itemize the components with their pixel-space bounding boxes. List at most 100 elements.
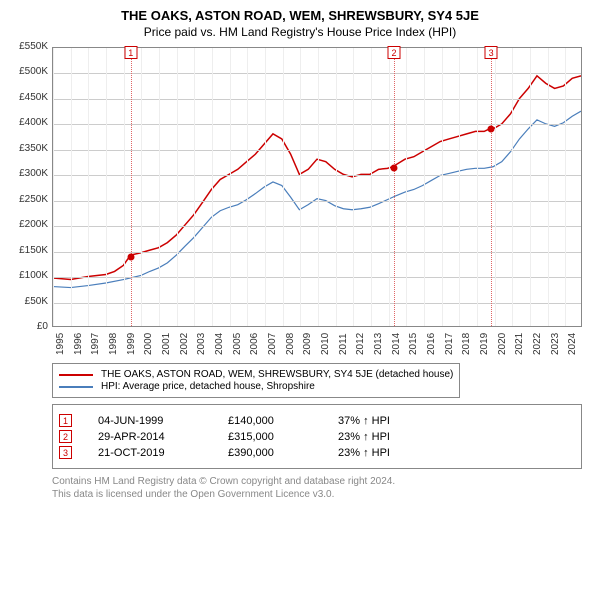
x-axis-label: 2008 — [285, 333, 296, 355]
grid-line-v — [406, 48, 407, 326]
grid-line-v — [371, 48, 372, 326]
chart-title: THE OAKS, ASTON ROAD, WEM, SHREWSBURY, S… — [12, 8, 588, 23]
grid-line-h — [53, 303, 581, 304]
x-axis-label: 2024 — [567, 333, 578, 355]
grid-line-v — [247, 48, 248, 326]
marker-dot — [127, 253, 134, 260]
y-axis-label: £400K — [12, 117, 48, 128]
grid-line-h — [53, 201, 581, 202]
x-axis-label: 2013 — [373, 333, 384, 355]
grid-line-h — [53, 175, 581, 176]
event-marker: 1 — [59, 414, 72, 427]
chart-subtitle: Price paid vs. HM Land Registry's House … — [12, 25, 588, 39]
grid-line-h — [53, 277, 581, 278]
marker-line — [491, 48, 492, 326]
x-axis-label: 2011 — [338, 333, 349, 355]
x-axis-label: 2015 — [408, 333, 419, 355]
x-axis-label: 2016 — [426, 333, 437, 355]
y-axis-label: £350K — [12, 143, 48, 154]
event-row: 1 04-JUN-1999£140,00037% ↑ HPI — [59, 414, 575, 427]
x-axis-label: 2005 — [232, 333, 243, 355]
grid-line-v — [230, 48, 231, 326]
grid-line-v — [530, 48, 531, 326]
grid-line-v — [336, 48, 337, 326]
legend-item: HPI: Average price, detached house, Shro… — [59, 381, 453, 392]
x-axis-label: 2021 — [514, 333, 525, 355]
footnote-line: This data is licensed under the Open Gov… — [52, 488, 588, 501]
grid-line-v — [159, 48, 160, 326]
event-row: 3 21-OCT-2019£390,00023% ↑ HPI — [59, 446, 575, 459]
legend-label: HPI: Average price, detached house, Shro… — [101, 381, 315, 392]
legend-swatch — [59, 386, 93, 388]
grid-line-h — [53, 252, 581, 253]
event-date: 21-OCT-2019 — [98, 447, 228, 459]
marker-dot — [390, 164, 397, 171]
legend-box: THE OAKS, ASTON ROAD, WEM, SHREWSBURY, S… — [52, 363, 460, 398]
grid-line-v — [424, 48, 425, 326]
grid-line-v — [194, 48, 195, 326]
event-row: 229-APR-2014£315,00023% ↑ HPI — [59, 430, 575, 443]
grid-line-v — [283, 48, 284, 326]
grid-line-v — [177, 48, 178, 326]
x-axis-label: 2006 — [249, 333, 260, 355]
event-pct: 23% ↑ HPI — [338, 431, 438, 443]
grid-line-h — [53, 124, 581, 125]
y-axis-label: £250K — [12, 194, 48, 205]
x-axis-label: 2003 — [196, 333, 207, 355]
grid-line-v — [477, 48, 478, 326]
x-axis-label: 2000 — [143, 333, 154, 355]
grid-line-v — [265, 48, 266, 326]
grid-line-v — [389, 48, 390, 326]
event-pct: 37% ↑ HPI — [338, 415, 438, 427]
x-axis-label: 2018 — [461, 333, 472, 355]
marker-box: 1 — [124, 46, 137, 59]
event-date: 04-JUN-1999 — [98, 415, 228, 427]
x-axis-label: 2023 — [550, 333, 561, 355]
grid-line-v — [88, 48, 89, 326]
x-axis-label: 2020 — [497, 333, 508, 355]
event-price: £390,000 — [228, 447, 338, 459]
x-axis-label: 1999 — [126, 333, 137, 355]
grid-line-v — [548, 48, 549, 326]
x-axis-label: 2010 — [320, 333, 331, 355]
x-axis-label: 2007 — [267, 333, 278, 355]
grid-line-h — [53, 150, 581, 151]
event-marker: 3 — [59, 446, 72, 459]
footnote: Contains HM Land Registry data © Crown c… — [52, 475, 588, 501]
grid-line-v — [141, 48, 142, 326]
event-price: £140,000 — [228, 415, 338, 427]
event-marker: 2 — [59, 430, 72, 443]
x-axis-label: 1997 — [90, 333, 101, 355]
grid-line-v — [71, 48, 72, 326]
event-pct: 23% ↑ HPI — [338, 447, 438, 459]
x-axis-label: 2017 — [444, 333, 455, 355]
grid-line-v — [106, 48, 107, 326]
y-axis-label: £100K — [12, 270, 48, 281]
chart-svg — [53, 48, 581, 326]
grid-line-v — [318, 48, 319, 326]
x-axis-label: 2002 — [179, 333, 190, 355]
y-axis-label: £550K — [12, 41, 48, 52]
marker-line — [394, 48, 395, 326]
event-price: £315,000 — [228, 431, 338, 443]
y-axis-label: £500K — [12, 66, 48, 77]
x-axis-label: 1998 — [108, 333, 119, 355]
x-axis-label: 2004 — [214, 333, 225, 355]
grid-line-v — [565, 48, 566, 326]
grid-line-v — [300, 48, 301, 326]
grid-line-v — [459, 48, 460, 326]
events-box: 104-JUN-1999£140,00037% ↑ HPI229-APR-201… — [52, 404, 582, 469]
x-axis-label: 2019 — [479, 333, 490, 355]
grid-line-v — [53, 48, 54, 326]
x-axis-label: 1996 — [73, 333, 84, 355]
marker-box: 3 — [485, 46, 498, 59]
chart-area: 123 £0£50K£100K£150K£200K£250K£300K£350K… — [12, 47, 588, 357]
marker-line — [131, 48, 132, 326]
y-axis-label: £0 — [12, 321, 48, 332]
marker-dot — [488, 126, 495, 133]
legend-item: THE OAKS, ASTON ROAD, WEM, SHREWSBURY, S… — [59, 369, 453, 380]
chart-container: THE OAKS, ASTON ROAD, WEM, SHREWSBURY, S… — [0, 0, 600, 513]
marker-box: 2 — [387, 46, 400, 59]
x-axis-label: 2009 — [302, 333, 313, 355]
legend-label: THE OAKS, ASTON ROAD, WEM, SHREWSBURY, S… — [101, 369, 453, 380]
